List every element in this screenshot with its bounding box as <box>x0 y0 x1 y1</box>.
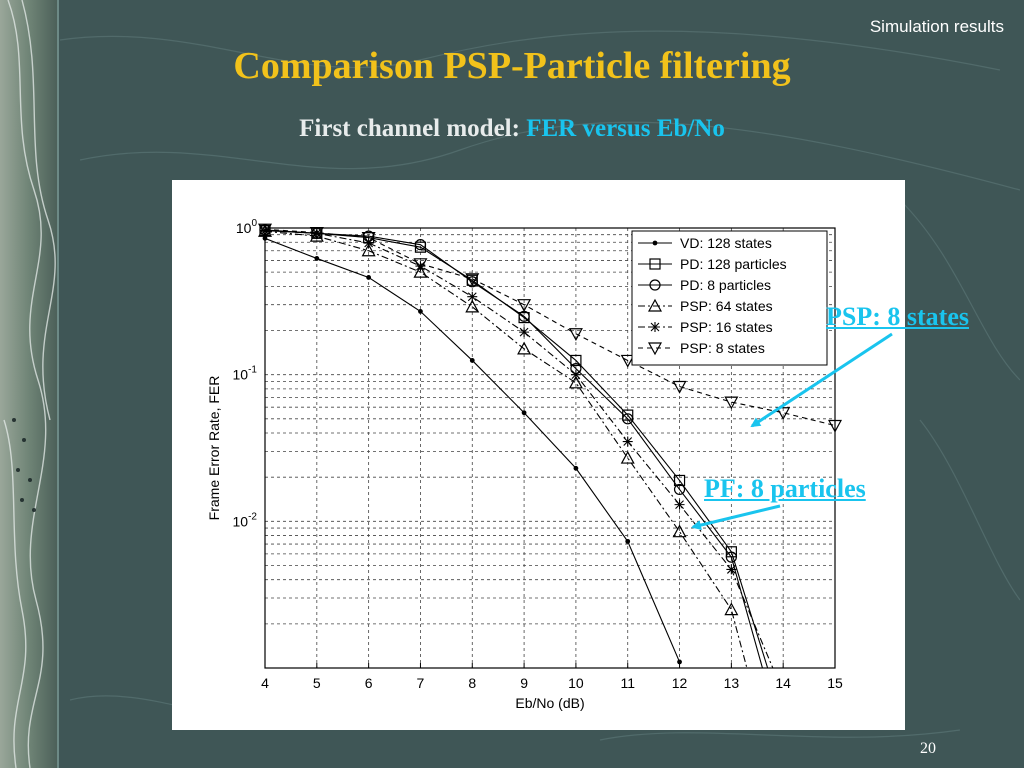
series-1-point <box>414 241 427 253</box>
legend-label-1: PD: 128 particles <box>680 256 787 272</box>
x-tick-label: 14 <box>775 675 791 691</box>
series-0-point <box>418 309 423 314</box>
series-3-point <box>672 524 687 538</box>
x-axis-label: Eb/No (dB) <box>515 695 584 711</box>
series-5-point <box>257 223 273 237</box>
series-2-point <box>414 239 427 251</box>
x-tick-label: 15 <box>827 675 843 691</box>
legend-label-4: PSP: 16 states <box>680 319 773 335</box>
series-2-point <box>673 483 686 496</box>
legend-label-3: PSP: 64 states <box>680 298 773 314</box>
y-axis-label: Frame Error Rate, FER <box>206 376 222 521</box>
legend-marker-0 <box>652 240 658 246</box>
series-2-point <box>466 276 478 288</box>
series-3-point <box>413 264 428 278</box>
series-4-point <box>467 291 478 302</box>
x-tick-label: 11 <box>620 675 635 691</box>
y-tick-label: 10-1 <box>233 365 258 383</box>
x-tick-label: 12 <box>672 675 688 691</box>
series-0-point <box>625 538 631 544</box>
series-5-point <box>672 380 687 394</box>
series-5-point <box>620 354 635 368</box>
series-3-point <box>620 450 635 464</box>
series-4-point <box>622 436 633 447</box>
series-4-point <box>570 369 581 380</box>
series-5-point <box>724 396 739 410</box>
x-tick-label: 6 <box>365 675 373 691</box>
callout-pf-8-particles: PF: 8 particles <box>704 474 866 503</box>
x-tick-label: 10 <box>568 675 584 691</box>
series-3-point <box>361 243 376 257</box>
legend-label-2: PD: 8 particles <box>680 277 771 293</box>
series-5-point <box>517 299 532 312</box>
x-tick-label: 7 <box>417 675 425 691</box>
legend-label-0: VD: 128 states <box>680 235 772 251</box>
x-tick-label: 13 <box>724 675 740 691</box>
series-5-point <box>413 258 428 272</box>
series-3-point <box>568 375 583 389</box>
subtitle-accent: FER versus Eb/No <box>526 115 725 142</box>
series-5-point <box>361 232 376 245</box>
y-tick-label: 100 <box>236 218 258 236</box>
series-4-point <box>674 499 685 510</box>
series-3-point <box>517 341 532 355</box>
subtitle-prefix: First channel model: <box>299 115 527 142</box>
series-3-point <box>465 299 480 313</box>
x-tick-label: 8 <box>468 675 476 691</box>
x-tick-label: 4 <box>261 675 269 691</box>
series-0-point <box>314 256 320 261</box>
legend-marker-3 <box>647 298 663 312</box>
callout-psp-8-states: PSP: 8 states <box>826 302 969 331</box>
slide-title: Comparison PSP-Particle filtering <box>233 45 791 87</box>
series-0-point <box>677 659 682 665</box>
series-4-point <box>726 564 737 575</box>
section-label: Simulation results <box>869 17 1004 36</box>
series-5-point <box>465 273 480 287</box>
page-number: 20 <box>920 740 936 757</box>
chart-panel: 4 5 6 7 8 9 10 11 12 13 14 15 100 10-1 10-2 Eb/No (dB) F… <box>172 180 905 730</box>
y-tick-label: 10-2 <box>233 511 258 529</box>
legend-marker-5 <box>647 342 663 356</box>
series-line-3 <box>265 230 748 668</box>
series-5-point <box>568 328 583 342</box>
series-3-point <box>724 602 739 616</box>
series-0-point <box>366 275 372 280</box>
series-0-point <box>573 465 579 471</box>
series-2-point <box>725 551 737 563</box>
series-line-1 <box>265 230 769 668</box>
series-2-point <box>622 413 634 425</box>
legend-marker-1 <box>649 258 661 270</box>
series-0-point <box>521 410 527 416</box>
series-1-point <box>622 409 634 421</box>
series-4-point <box>519 327 530 338</box>
x-tick-label: 9 <box>520 675 528 691</box>
x-tick-label: 5 <box>313 675 321 691</box>
series-1-point <box>570 354 582 367</box>
plot-frame <box>264 227 836 669</box>
legend-marker-4 <box>650 322 660 332</box>
series-4-point <box>415 261 426 272</box>
fer-chart: 4 5 6 7 8 9 10 11 12 13 14 15 100 10-1 10-2 Eb/No (dB) F… <box>206 218 843 711</box>
series-4-point <box>311 228 322 239</box>
series-1-point <box>673 474 686 487</box>
legend-label-5: PSP: 8 states <box>680 340 765 356</box>
slide-subtitle: First channel model: FER versus Eb/No <box>0 115 1024 143</box>
series-0-point <box>469 358 475 363</box>
legend-marker-2 <box>649 279 661 291</box>
